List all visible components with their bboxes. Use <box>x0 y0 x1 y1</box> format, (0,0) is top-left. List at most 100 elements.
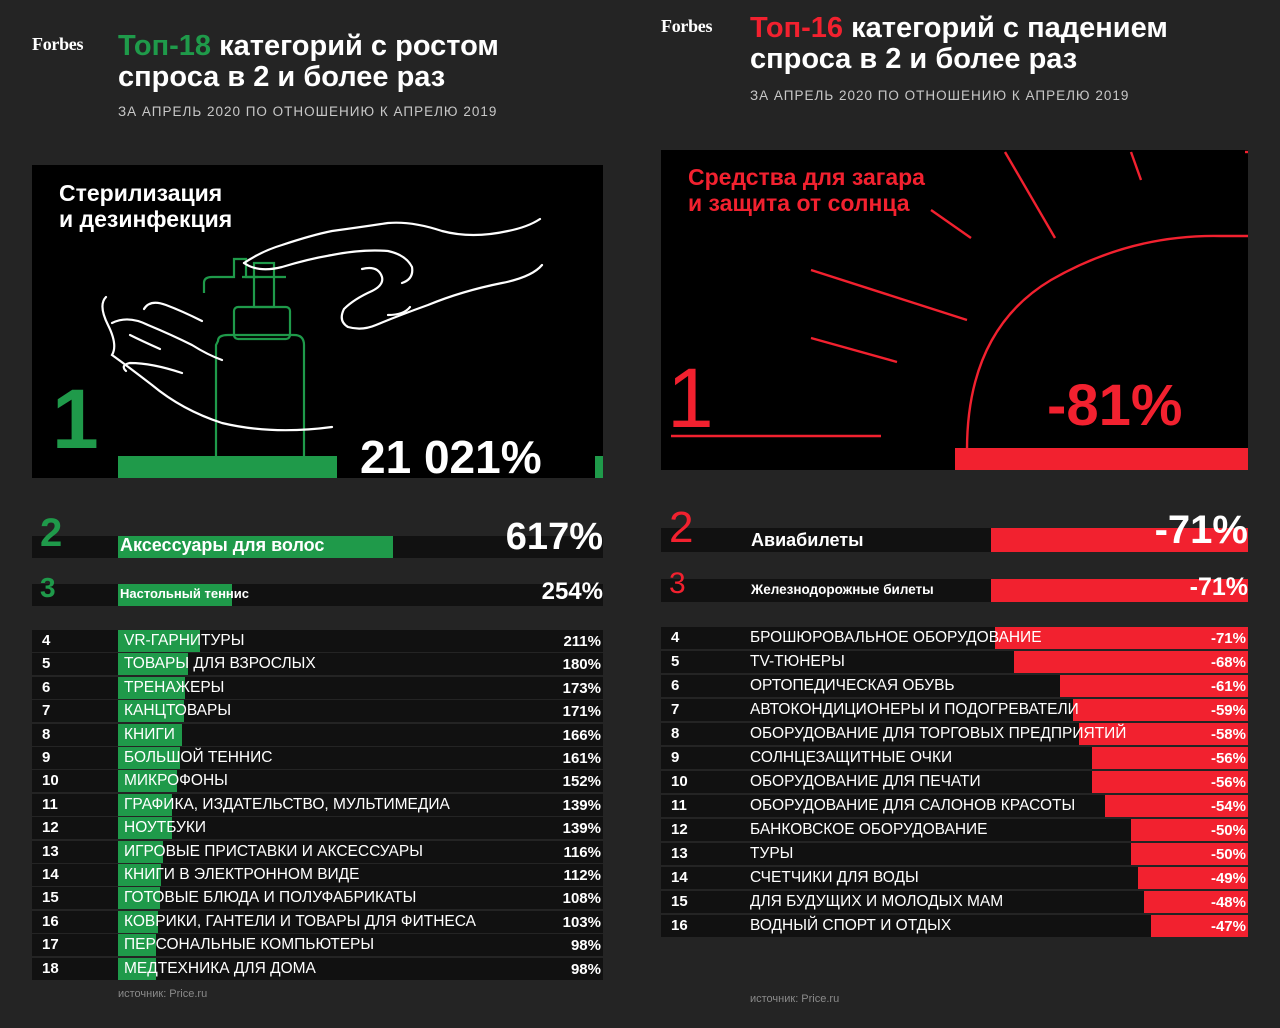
value-label: -49% <box>1210 870 1246 887</box>
right-hero-bar <box>955 448 1248 470</box>
category-label: МЕДТЕХНИКА ДЛЯ ДОМА <box>124 959 316 977</box>
bar-mark <box>118 630 200 652</box>
list-item: 18 МЕДТЕХНИКА ДЛЯ ДОМА 98% <box>32 957 603 980</box>
rank-label: 6 <box>42 678 51 696</box>
value-label: -58% <box>1210 726 1246 743</box>
right-title-rest: категорий с падением <box>843 12 1168 44</box>
rank-label: 13 <box>42 842 59 860</box>
rank-label: 13 <box>671 845 688 862</box>
forbes-logo-left: Forbes <box>32 34 84 54</box>
rank-label: 11 <box>42 795 58 813</box>
bar-mark <box>118 817 172 840</box>
bar-mark <box>1131 843 1248 865</box>
right-hero-label-line1: Средства для загара <box>688 164 925 190</box>
value-label: 211% <box>563 633 601 650</box>
category-label: БАНКОВСКОЕ ОБОРУДОВАНИЕ <box>750 821 988 838</box>
value-label: -56% <box>1210 774 1246 791</box>
bar-mark <box>1014 651 1248 673</box>
left-hero-rank: 1 <box>52 372 99 466</box>
left-third-row: 3 Настольный теннис 254% <box>32 572 603 606</box>
rank-label: 15 <box>671 893 688 910</box>
category-label: СОЛНЦЕЗАЩИТНЫЕ ОЧКИ <box>750 749 953 766</box>
right-second-row: 2 Авиабилеты -71% <box>661 506 1248 552</box>
value-label: 116% <box>563 843 601 861</box>
right-second-value: -71% <box>1154 508 1248 552</box>
left-second-row: 2 Аксессуары для волос 617% <box>32 512 603 558</box>
value-label: -71% <box>1210 630 1246 647</box>
list-item: 15 ГОТОВЫЕ БЛЮДА И ПОЛУФАБРИКАТЫ 108% <box>32 887 603 910</box>
right-third-label: Железнодорожные билеты <box>751 582 934 597</box>
value-label: -54% <box>1210 798 1246 815</box>
right-title: Топ-16 категорий с падением спроса в 2 и… <box>750 13 1270 75</box>
right-third-bar <box>991 579 1248 602</box>
rank-label: 8 <box>671 725 680 742</box>
bar-mark <box>118 676 186 699</box>
right-second-bar <box>991 528 1248 552</box>
bar-mark <box>118 864 162 886</box>
rank-label: 14 <box>42 866 59 883</box>
left-hero-label-line2: и дезинфекция <box>59 206 233 232</box>
value-label: -48% <box>1210 894 1246 911</box>
list-item: 9 СОЛНЦЕЗАЩИТНЫЕ ОЧКИ -56% <box>661 747 1248 769</box>
category-label: ОБОРУДОВАНИЕ ДЛЯ ТОРГОВЫХ ПРЕДПРИЯТИЙ <box>750 725 1127 742</box>
bar-mark <box>118 957 157 980</box>
right-title-accent: Топ-16 <box>750 12 844 44</box>
value-label: -56% <box>1210 750 1246 767</box>
bar-mark <box>1072 699 1248 721</box>
value-label: -68% <box>1210 654 1246 671</box>
right-third-value: -71% <box>1189 573 1248 601</box>
value-label: 103% <box>562 913 601 931</box>
rank-label: 5 <box>42 655 51 673</box>
rank-label: 15 <box>42 889 59 907</box>
left-title-rest: категорий с ростом <box>211 30 499 62</box>
category-label: ОБОРУДОВАНИЕ ДЛЯ ПЕЧАТИ <box>750 773 981 790</box>
rank-label: 4 <box>671 629 680 646</box>
category-label: ВОДНЫЙ СПОРТ И ОТДЫХ <box>750 917 952 934</box>
list-item: 5 ТОВАРЫ ДЛЯ ВЗРОСЛЫХ 180% <box>32 653 603 676</box>
list-item: 13 ИГРОВЫЕ ПРИСТАВКИ И АКСЕССУАРЫ 116% <box>32 840 603 863</box>
value-label: 139% <box>562 820 601 838</box>
rank-label: 6 <box>671 677 680 694</box>
list-item: 6 ОРТОПЕДИЧЕСКАЯ ОБУВЬ -61% <box>661 675 1248 697</box>
left-second-value: 617% <box>505 516 603 558</box>
left-third-bar <box>118 584 232 606</box>
category-label: МИКРОФОНЫ <box>124 772 228 790</box>
right-hero-value: -81% <box>1047 373 1183 438</box>
category-label: КНИГИ В ЭЛЕКТРОННОМ ВИДЕ <box>124 866 360 883</box>
list-item: 4 БРОШЮРОВАЛЬНОЕ ОБОРУДОВАНИЕ -71% <box>661 627 1248 649</box>
category-label: ТОВАРЫ ДЛЯ ВЗРОСЛЫХ <box>124 655 316 673</box>
list-item: 12 НОУТБУКИ 139% <box>32 817 603 840</box>
bar-mark <box>118 653 188 676</box>
right-subtitle: ЗА АПРЕЛЬ 2020 ПО ОТНОШЕНИЮ К АПРЕЛЮ 201… <box>750 88 1130 103</box>
bar-mark <box>118 934 157 957</box>
list-item: 14 КНИГИ В ЭЛЕКТРОННОМ ВИДЕ 112% <box>32 864 603 886</box>
left-source: источник: Price.ru <box>118 988 208 1000</box>
bar-mark <box>118 747 181 769</box>
bar-mark <box>118 723 183 746</box>
category-label: БРОШЮРОВАЛЬНОЕ ОБОРУДОВАНИЕ <box>750 629 1042 646</box>
category-label: ГРАФИКА, ИЗДАТЕЛЬСТВО, МУЛЬТИМЕДИА <box>124 795 450 813</box>
right-second-rank: 2 <box>669 503 694 552</box>
left-hero-label-line1: Стерилизация <box>59 180 223 206</box>
category-label: VR-ГАРНИТУРЫ <box>124 632 245 649</box>
bar-mark <box>118 887 160 910</box>
left-second-bar <box>118 536 393 558</box>
left-second-label: Аксессуары для волос <box>120 535 325 555</box>
left-hero-value: 21 021% <box>360 431 542 478</box>
category-label: ОРТОПЕДИЧЕСКАЯ ОБУВЬ <box>750 677 955 694</box>
right-hero-label-line2: и защита от солнца <box>688 190 910 216</box>
value-label: -50% <box>1210 822 1246 839</box>
list-item: 9 БОЛЬШОЙ ТЕННИС 161% <box>32 747 603 769</box>
list-item: 16 КОВРИКИ, ГАНТЕЛИ И ТОВАРЫ ДЛЯ ФИТНЕСА 1… <box>32 910 603 933</box>
list-item: 4 VR-ГАРНИТУРЫ 211% <box>32 630 603 652</box>
category-label: TV-ТЮНЕРЫ <box>750 653 845 670</box>
value-label: -47% <box>1210 918 1246 935</box>
right-third-rank: 3 <box>669 567 686 600</box>
bar-mark <box>1105 795 1248 817</box>
category-label: БОЛЬШОЙ ТЕННИС <box>124 749 273 766</box>
list-item: 13 ТУРЫ -50% <box>661 843 1248 865</box>
category-label: ИГРОВЫЕ ПРИСТАВКИ И АКСЕССУАРЫ <box>124 842 423 860</box>
bar-mark <box>1144 891 1248 913</box>
bar-mark <box>118 770 177 793</box>
forbes-logo-right: Forbes <box>661 16 713 36</box>
